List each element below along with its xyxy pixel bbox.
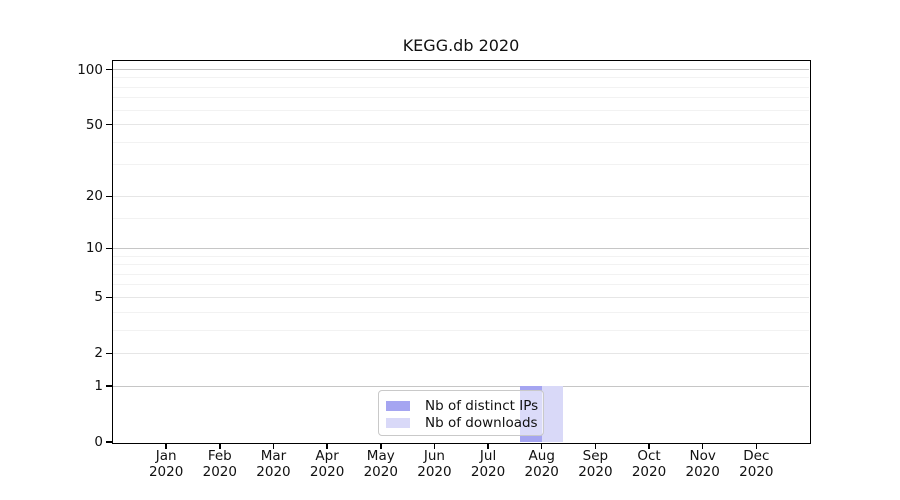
legend-swatch-downloads: [386, 418, 410, 428]
gridline-y-60: [113, 109, 809, 111]
legend-item-distinct-ips: Nb of distinct IPs: [386, 398, 543, 414]
gridline-y-10: [113, 247, 809, 249]
y-tick-mark-100: [106, 68, 113, 71]
x-tick-label-may: May 2020: [363, 448, 398, 480]
x-tick-label-mar: Mar 2020: [256, 448, 291, 480]
gridline-y-50: [113, 124, 809, 126]
gridline-y-9: [113, 255, 809, 257]
x-tick-mark-jul: [487, 443, 489, 449]
y-tick-label-1: 1: [94, 378, 103, 395]
y-tick-label-5: 5: [94, 289, 103, 306]
gridline-y-6: [113, 284, 809, 286]
y-tick-mark-1: [106, 385, 113, 387]
y-tick-mark-5: [106, 296, 113, 299]
x-tick-label-jun: Jun 2020: [417, 448, 452, 480]
y-tick-label-20: 20: [85, 188, 103, 205]
legend-item-downloads: Nb of downloads: [386, 415, 543, 431]
x-tick-mark-oct: [648, 443, 650, 449]
y-tick-mark-20: [106, 195, 113, 198]
x-tick-label-apr: Apr 2020: [309, 448, 345, 480]
gridline-y-3: [113, 329, 809, 331]
gridline-y-80: [113, 86, 809, 88]
x-tick-mark-apr: [326, 443, 328, 449]
gridline-y-2: [113, 352, 809, 354]
y-tick-mark-0: [106, 441, 113, 443]
y-tick-label-10: 10: [85, 240, 103, 257]
x-tick-label-jan: Jan 2020: [148, 448, 184, 480]
gridline-y-4: [113, 311, 809, 313]
y-tick-mark-50: [106, 123, 113, 126]
y-tick-mark-10: [106, 247, 113, 250]
gridline-y-20: [113, 195, 809, 197]
x-tick-label-aug: Aug 2020: [524, 448, 559, 480]
x-tick-mark-dec: [755, 443, 758, 449]
chart-title: KEGG.db 2020: [402, 36, 520, 55]
bar-nb-of-downloads-aug: [541, 386, 564, 442]
gridline-y-1: [113, 385, 809, 387]
gridline-y-90: [113, 77, 809, 79]
x-tick-label-nov: Nov 2020: [685, 448, 720, 480]
x-tick-label-oct: Oct 2020: [631, 448, 667, 480]
gridline-y-30: [113, 164, 809, 166]
x-tick-label-feb: Feb 2020: [202, 448, 237, 480]
x-tick-label-dec: Dec 2020: [739, 448, 774, 480]
x-tick-mark-nov: [701, 443, 704, 449]
x-tick-mark-jun: [433, 443, 436, 449]
gridline-y-40: [113, 141, 809, 143]
legend-swatch-distinct-ips: [386, 401, 410, 411]
x-tick-mark-mar: [272, 443, 275, 449]
legend-label-distinct-ips: Nb of distinct IPs: [425, 398, 539, 414]
x-tick-mark-jan: [165, 443, 167, 449]
y-tick-label-2: 2: [94, 345, 103, 362]
y-tick-mark-2: [106, 352, 113, 355]
gridline-y-15: [113, 217, 809, 219]
x-tick-mark-sep: [594, 443, 597, 449]
gridline-y-100: [113, 69, 809, 70]
x-tick-label-jul: Jul 2020: [470, 448, 506, 480]
x-tick-label-sep: Sep 2020: [578, 448, 613, 480]
gridline-y-5: [113, 296, 809, 298]
legend-label-downloads: Nb of downloads: [425, 415, 538, 431]
gridline-y-7: [113, 273, 809, 275]
y-tick-label-0: 0: [94, 434, 103, 450]
y-tick-label-100: 100: [77, 61, 103, 78]
gridline-y-8: [113, 264, 809, 266]
y-tick-label-50: 50: [85, 116, 103, 133]
gridline-y-70: [113, 97, 809, 99]
x-tick-mark-feb: [219, 443, 221, 449]
x-tick-mark-may: [380, 443, 382, 449]
x-tick-mark-aug: [540, 443, 543, 449]
legend: Nb of distinct IPs Nb of downloads: [378, 390, 544, 436]
